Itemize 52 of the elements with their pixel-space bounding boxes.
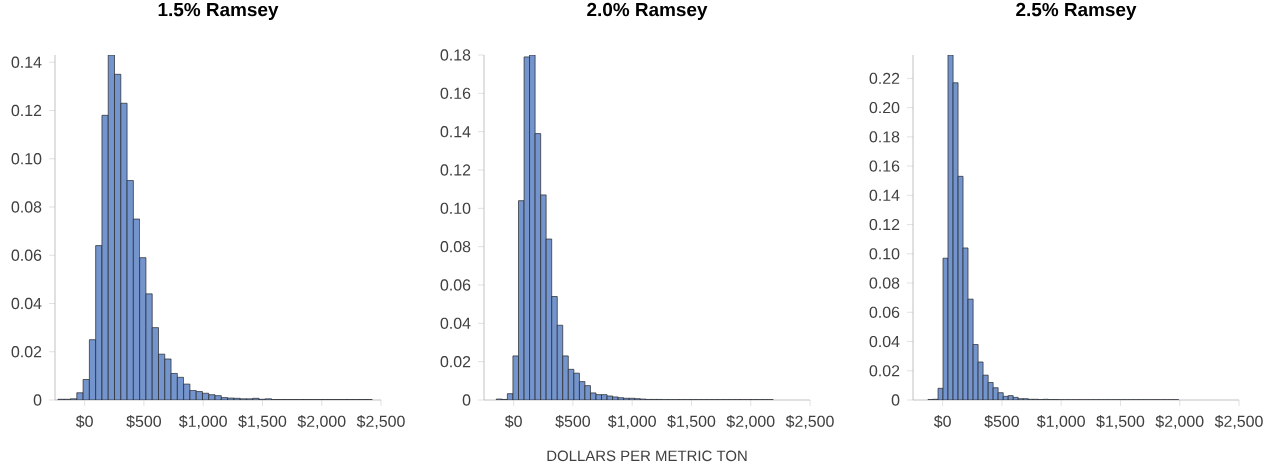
y-tick-label: 0.20 bbox=[869, 101, 900, 114]
chart-title: 1.5% Ramsey bbox=[158, 2, 279, 21]
x-tick-label: $1,000 bbox=[607, 415, 656, 429]
x-tick-label: $0 bbox=[933, 415, 951, 428]
y-tick-label: 0.02 bbox=[869, 365, 900, 377]
x-tick-label: $0 bbox=[75, 415, 93, 428]
x-tick-label: $1,500 bbox=[667, 415, 716, 429]
x-tick-label: $2,000 bbox=[1155, 415, 1204, 429]
x-axis-title: DOLLARS PER METRIC TON bbox=[547, 450, 747, 462]
y-tick-label: 0.22 bbox=[869, 72, 900, 85]
chart-title: 2.5% Ramsey bbox=[1016, 2, 1137, 21]
y-tick-label: 0.06 bbox=[440, 279, 471, 291]
y-tick-label: 0.04 bbox=[440, 317, 471, 329]
x-tick-label: $1,500 bbox=[238, 415, 287, 429]
y-tick-label: 0 bbox=[33, 394, 42, 406]
y-tick-label: 0.14 bbox=[869, 189, 900, 201]
y-tick-label: 0.10 bbox=[869, 248, 900, 260]
y-tick-label: 0.12 bbox=[11, 104, 42, 117]
y-tick-label: 0.14 bbox=[440, 126, 471, 138]
x-tick-label: $500 bbox=[555, 415, 591, 428]
y-tick-label: 0.18 bbox=[869, 131, 900, 143]
y-tick-label: 0.08 bbox=[869, 277, 900, 289]
y-tick-label: 0.02 bbox=[440, 356, 471, 368]
chart-title: 2.0% Ramsey bbox=[587, 2, 708, 21]
y-tick-label: 0.14 bbox=[11, 56, 42, 68]
x-tick-label: $1,500 bbox=[1096, 415, 1145, 429]
x-tick-label: $2,000 bbox=[297, 415, 346, 429]
x-tick-label: $500 bbox=[126, 415, 162, 428]
y-tick-label: 0.04 bbox=[11, 297, 42, 310]
y-tick-label: 0.06 bbox=[869, 306, 900, 318]
x-tick-label: $1,000 bbox=[1036, 415, 1085, 429]
x-tick-label: $2,000 bbox=[726, 415, 775, 429]
y-tick-label: 0.02 bbox=[11, 346, 42, 358]
x-tick-label: $500 bbox=[984, 415, 1020, 428]
y-tick-label: 0.06 bbox=[11, 249, 42, 261]
y-tick-label: 0.08 bbox=[440, 241, 471, 253]
y-tick-label: 0.10 bbox=[440, 202, 471, 214]
y-tick-label: 0.16 bbox=[869, 160, 900, 172]
y-tick-label: 0 bbox=[462, 394, 471, 406]
y-tick-label: 0.08 bbox=[11, 201, 42, 213]
y-tick-label: 0.12 bbox=[440, 164, 471, 176]
x-tick-label: $2,500 bbox=[1214, 415, 1263, 429]
x-tick-label: $2,500 bbox=[785, 415, 834, 429]
x-tick-label: $1,000 bbox=[178, 415, 227, 429]
x-tick-label: $2,500 bbox=[356, 415, 405, 429]
y-tick-label: 0.12 bbox=[869, 218, 900, 231]
y-tick-label: 0.18 bbox=[440, 49, 471, 61]
y-tick-label: 0.10 bbox=[11, 153, 42, 165]
x-tick-label: $0 bbox=[504, 415, 522, 428]
y-tick-label: 0.16 bbox=[440, 87, 471, 99]
y-tick-label: 0.04 bbox=[869, 335, 900, 348]
y-tick-label: 0 bbox=[891, 394, 900, 406]
